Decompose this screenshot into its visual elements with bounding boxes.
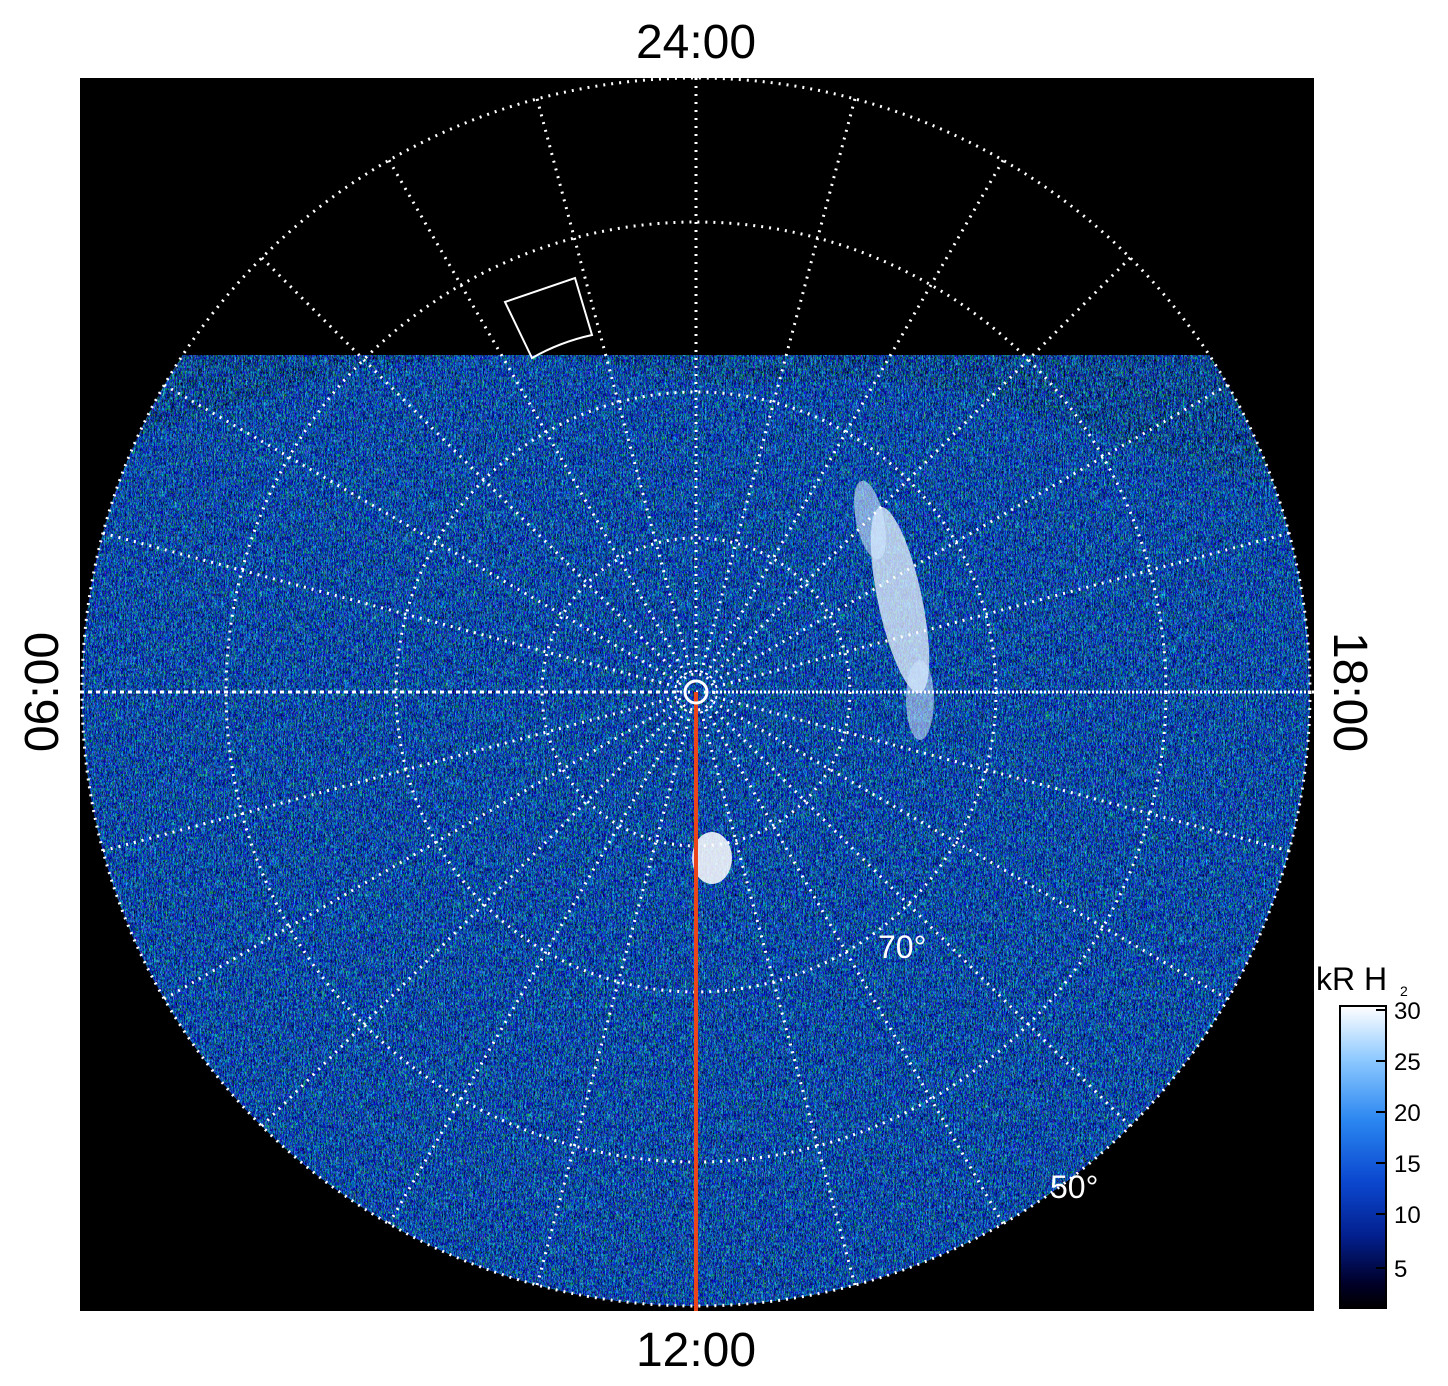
meridian-gridline [535, 710, 693, 1286]
colorbar-tick-label: 30 [1394, 998, 1421, 1025]
meridian-gridline [163, 383, 680, 684]
pole-marker [683, 679, 709, 705]
colorbar-tick-label: 5 [1394, 1256, 1407, 1283]
colorbar-title: kR H [1316, 961, 1387, 997]
bright-spot-feature [692, 832, 732, 884]
meridian-gridline [712, 383, 1229, 684]
meridian-gridline [712, 700, 1229, 1001]
colorbar-tick-label: 10 [1394, 1202, 1421, 1229]
meridian-gridline [387, 708, 688, 1225]
colorbar-tick-label: 20 [1394, 1100, 1421, 1127]
meridian-gridline [535, 98, 693, 674]
local-time-label-bottom: 12:00 [636, 1324, 756, 1377]
footprint-box [503, 276, 594, 360]
meridian-gridline [704, 708, 1005, 1225]
local-time-label-top: 24:00 [636, 16, 756, 69]
meridian-gridline [709, 705, 1132, 1128]
meridian-gridline [163, 700, 680, 1001]
colorbar-scale [1339, 1005, 1387, 1309]
bright-arc-feature [870, 506, 930, 694]
meridian-gridline [714, 695, 1290, 853]
colorbar-tick-label: 25 [1394, 1049, 1421, 1076]
local-time-label-right: 18:00 [1323, 632, 1376, 752]
colorbar: kR H 2 30 25 20 15 10 5 [1316, 961, 1421, 1309]
meridian-gridline [260, 256, 683, 679]
latitude-label-70: 70° [878, 929, 926, 965]
meridian-gridline [387, 159, 688, 676]
colorbar-tick-label: 15 [1394, 1151, 1421, 1178]
meridian-gridline [260, 705, 683, 1128]
meridian-gridline [704, 159, 1005, 676]
meridian-gridline [102, 531, 678, 689]
meridian-gridline [699, 710, 857, 1286]
meridian-gridline [102, 695, 678, 853]
emission-map [82, 355, 1310, 1306]
meridian-gridline [709, 256, 1132, 679]
colorbar-title-subscript: 2 [1400, 983, 1408, 999]
latitude-label-50: 50° [1050, 1169, 1098, 1205]
local-time-label-left: 06:00 [16, 632, 69, 752]
meridian-gridline [714, 531, 1290, 689]
meridian-gridline [699, 98, 857, 674]
